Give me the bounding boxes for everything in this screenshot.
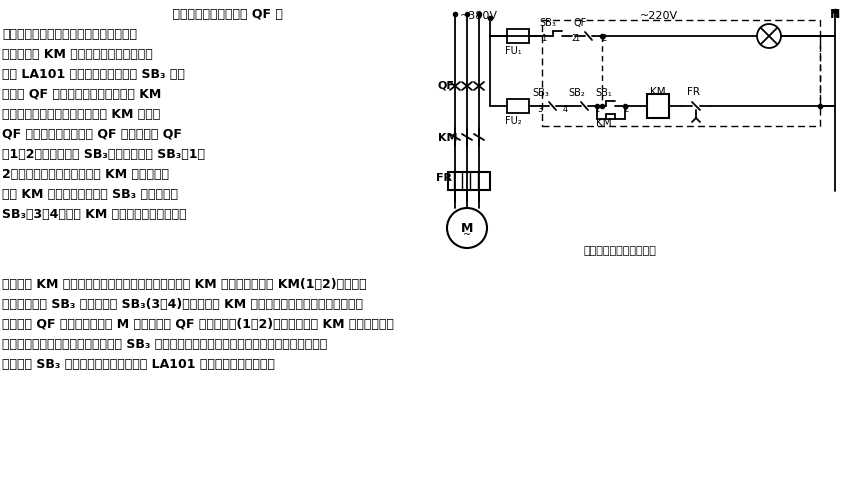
Text: （断路器 QF 合闸），电动机 M 运转，由于 QF 的常闭触点(1－2)断开，则检测 KM 的控制电路不: （断路器 QF 合闸），电动机 M 运转，由于 QF 的常闭触点(1－2)断开，… — [2, 318, 394, 331]
Text: ~380V: ~380V — [460, 11, 498, 21]
Text: SB₃（3－4）断开 KM 的控制电路，此时就可: SB₃（3－4）断开 KM 的控制电路，此时就可 — [2, 208, 187, 221]
Bar — [448, 172, 490, 190]
Text: 利用 LA101 系列机械自持型按钮 SB₃ 常开: 利用 LA101 系列机械自持型按钮 SB₃ 常开 — [2, 68, 184, 81]
Text: N: N — [830, 8, 840, 21]
Text: QF: QF — [438, 81, 455, 91]
Text: SB₃: SB₃ — [540, 18, 557, 28]
Text: SB₃: SB₃ — [532, 88, 549, 98]
Text: ~: ~ — [463, 230, 471, 240]
Text: FR: FR — [436, 173, 452, 183]
Text: 以单独对 KM 进行接通与分断相关项目的检查。虽然 KM 的常开辅助触点 KM(1－2)闭合，但: 以单独对 KM 进行接通与分断相关项目的检查。虽然 KM 的常开辅助触点 KM(… — [2, 278, 366, 291]
Text: 2）闭合并保持这一状态，使 KM 得电吸合，: 2）闭合并保持这一状态，使 KM 得电吸合， — [2, 168, 169, 181]
Text: 的吸合线圈串联组成的。当检测 KM 时，将: 的吸合线圈串联组成的。当检测 KM 时，将 — [2, 108, 161, 121]
Text: SB₁: SB₁ — [595, 88, 612, 98]
Text: 1: 1 — [541, 35, 547, 44]
Text: 交流接触器控制电路，点划线框内为检测: 交流接触器控制电路，点划线框内为检测 — [2, 28, 137, 41]
Text: 接通 KM 的检测电路，并且 SB₃ 的常闭触点: 接通 KM 的检测电路，并且 SB₃ 的常闭触点 — [2, 188, 178, 201]
Text: 交流接触器检测控制电路: 交流接触器检测控制电路 — [584, 246, 656, 256]
Text: QF: QF — [574, 18, 586, 28]
Text: KM: KM — [650, 87, 666, 97]
Text: 3: 3 — [537, 104, 542, 114]
Text: 1: 1 — [575, 35, 580, 44]
Text: M: M — [461, 222, 473, 235]
Text: FU₁: FU₁ — [505, 46, 521, 56]
Text: 所示为带有低压断路器 QF 的: 所示为带有低压断路器 QF 的 — [155, 8, 283, 21]
Text: 工及时将 SB₃ 复位，宜选用带指示灯的 LA101 系列灯式机械自持接钮: 工及时将 SB₃ 复位，宜选用带指示灯的 LA101 系列灯式机械自持接钮 — [2, 358, 275, 371]
Text: 2: 2 — [623, 104, 629, 114]
Text: KM: KM — [596, 118, 612, 128]
Text: KM: KM — [438, 133, 457, 143]
Text: 由于复合按钮 SB₃ 的常闭触点 SB₃(3－4)已断开，使 KM 的主触点不带电。如果主电路接通: 由于复合按钮 SB₃ 的常闭触点 SB₃(3－4)已断开，使 KM 的主触点不带… — [2, 298, 363, 311]
Text: FR: FR — [688, 87, 700, 97]
Bar — [647, 94, 669, 118]
Text: 能工作。检测工作完毕后，再次按动 SB₃ 时，其常开触点断开，恢复到原始状态。为了提示电: 能工作。检测工作完毕后，再次按动 SB₃ 时，其常开触点断开，恢复到原始状态。为… — [2, 338, 327, 351]
Text: ~220V: ~220V — [640, 11, 678, 21]
Bar — [507, 99, 529, 113]
Text: FU₂: FU₂ — [505, 116, 521, 126]
Text: 触点和 QF 的辅助常闭触点与接触器 KM: 触点和 QF 的辅助常闭触点与接触器 KM — [2, 88, 162, 101]
Bar — [507, 29, 529, 43]
Bar — [542, 20, 820, 126]
Text: SB₂: SB₂ — [568, 88, 585, 98]
Text: 交流接触器 KM 的控制电路。这种电路是: 交流接触器 KM 的控制电路。这种电路是 — [2, 48, 153, 61]
Text: 2: 2 — [571, 35, 576, 44]
Text: 4: 4 — [563, 104, 568, 114]
Text: QF 置于分断位置，这时 QF 的常闭触点 QF: QF 置于分断位置，这时 QF 的常闭触点 QF — [2, 128, 182, 141]
Text: （1－2）闭合，按下 SB₃，其常开触点 SB₃（1－: （1－2）闭合，按下 SB₃，其常开触点 SB₃（1－ — [2, 148, 205, 161]
Text: 2: 2 — [601, 35, 607, 44]
Text: 1: 1 — [594, 104, 599, 114]
